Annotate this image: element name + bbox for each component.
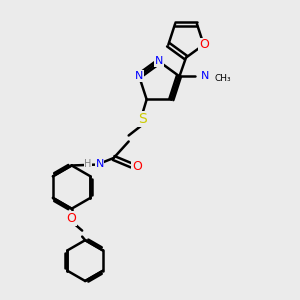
Text: O: O	[132, 160, 142, 173]
Text: N: N	[135, 71, 143, 81]
Text: O: O	[199, 38, 208, 51]
Text: N: N	[201, 71, 209, 81]
Text: H: H	[84, 159, 92, 169]
Text: CH₃: CH₃	[215, 74, 232, 83]
Text: S: S	[138, 112, 146, 126]
Text: O: O	[67, 212, 76, 225]
Text: N: N	[155, 56, 163, 67]
Text: N: N	[96, 159, 104, 169]
